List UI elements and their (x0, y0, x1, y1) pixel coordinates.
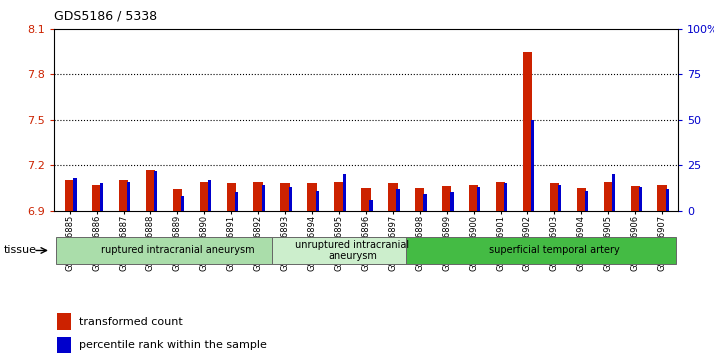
Bar (288, 187, 292, 211)
Bar (612, 174, 615, 211)
Bar (558, 185, 561, 211)
Text: tissue: tissue (4, 245, 36, 256)
Bar (396, 189, 400, 211)
Bar (334, 182, 343, 211)
Bar (577, 188, 586, 211)
Bar (154, 171, 157, 211)
Bar (100, 183, 104, 211)
Bar (208, 180, 211, 211)
Bar (665, 189, 669, 211)
Bar (65, 180, 74, 211)
Bar (658, 185, 667, 211)
Bar (639, 187, 642, 211)
Bar (57, 313, 71, 330)
Text: unruptured intracranial
aneurysm: unruptured intracranial aneurysm (296, 240, 410, 261)
Bar (74, 178, 76, 211)
Text: ruptured intracranial aneurysm: ruptured intracranial aneurysm (101, 245, 254, 256)
Text: transformed count: transformed count (79, 317, 182, 327)
Bar (504, 183, 508, 211)
Bar (226, 183, 236, 211)
FancyBboxPatch shape (56, 237, 271, 264)
Bar (173, 189, 182, 211)
Bar (343, 174, 346, 211)
Bar (603, 182, 613, 211)
Bar (423, 194, 426, 211)
Bar (57, 337, 71, 354)
Bar (361, 188, 371, 211)
Bar (119, 180, 129, 211)
Bar (388, 183, 398, 211)
Bar (181, 196, 184, 211)
Bar (523, 52, 532, 211)
Bar (531, 120, 534, 211)
Bar (469, 185, 478, 211)
Bar (442, 186, 451, 211)
Bar (415, 188, 425, 211)
Bar (316, 191, 319, 211)
FancyBboxPatch shape (271, 237, 406, 264)
Bar (235, 192, 238, 211)
Bar (281, 183, 290, 211)
Bar (307, 183, 317, 211)
FancyBboxPatch shape (406, 237, 675, 264)
Text: superficial temporal artery: superficial temporal artery (489, 245, 620, 256)
Bar (253, 182, 263, 211)
Bar (146, 170, 155, 211)
Bar (451, 192, 453, 211)
Bar (550, 183, 559, 211)
Bar (262, 185, 265, 211)
Bar (369, 200, 373, 211)
Bar (630, 186, 640, 211)
Bar (127, 182, 131, 211)
Bar (200, 182, 209, 211)
Bar (477, 187, 481, 211)
Bar (496, 182, 506, 211)
Bar (585, 191, 588, 211)
Text: percentile rank within the sample: percentile rank within the sample (79, 340, 266, 350)
Text: GDS5186 / 5338: GDS5186 / 5338 (54, 9, 156, 22)
Bar (92, 185, 101, 211)
